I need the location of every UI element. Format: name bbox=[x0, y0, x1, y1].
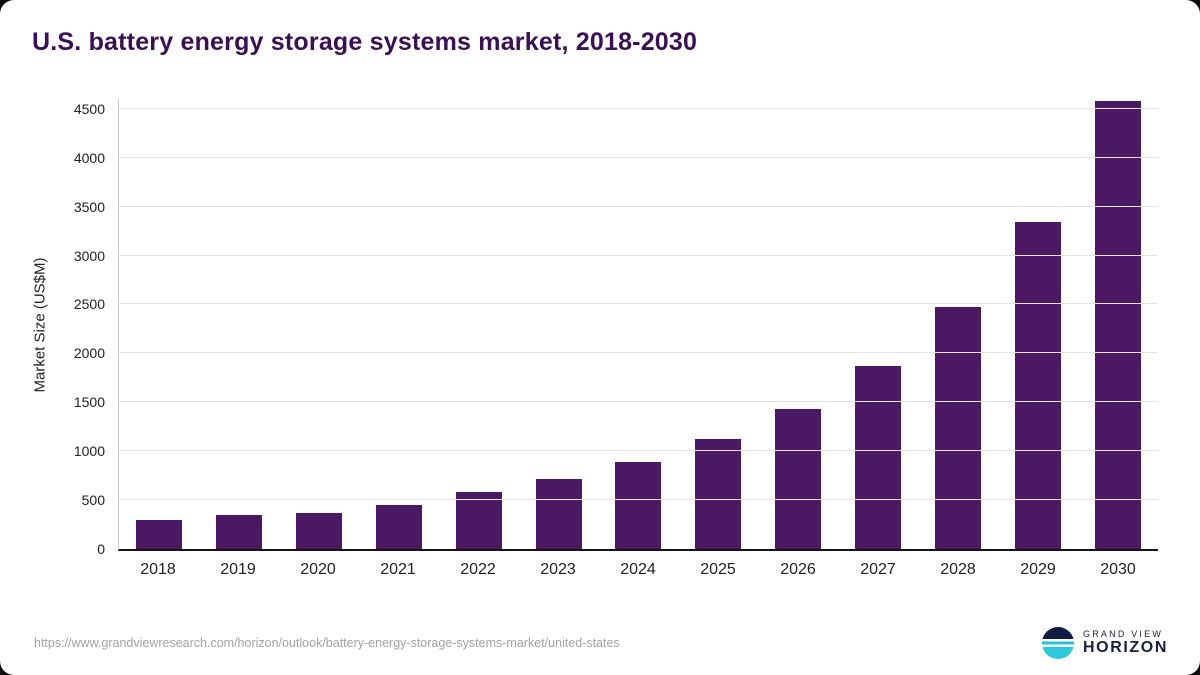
y-tick-label-2000: 2000 bbox=[73, 345, 105, 362]
y-tick-label-4500: 4500 bbox=[73, 100, 105, 117]
logo-horizon: HORIZON bbox=[1083, 638, 1168, 656]
bar-slot-2027 bbox=[838, 99, 918, 549]
bar-2024 bbox=[615, 462, 662, 549]
brand-logo: GRAND VIEW HORIZON bbox=[1042, 627, 1168, 659]
y-tick-label-500: 500 bbox=[81, 492, 105, 509]
y-tick-label-3500: 3500 bbox=[73, 198, 105, 215]
x-tick-label-2020: 2020 bbox=[300, 561, 336, 578]
x-tick-label-2022: 2022 bbox=[460, 561, 496, 578]
x-axis-labels: 2018 2019 2020 2021 2022 2023 2024 2025 2026 2027… bbox=[118, 561, 1158, 579]
gridline-4000 bbox=[119, 156, 1158, 158]
logo-text: GRAND VIEW HORIZON bbox=[1083, 629, 1168, 658]
bar-chart: Market Size (US$M) 0 500 1000 1500 2000 2500 3… bbox=[0, 99, 1200, 579]
y-tick-label-3000: 3000 bbox=[73, 247, 105, 264]
bar-2019 bbox=[215, 515, 262, 549]
x-tick-label-2019: 2019 bbox=[220, 561, 256, 578]
x-tick-label-2025: 2025 bbox=[700, 561, 736, 578]
bar-2026 bbox=[775, 409, 822, 549]
gridline-2500 bbox=[119, 303, 1158, 305]
logo-grand-view: GRAND VIEW bbox=[1083, 628, 1164, 639]
bar-2020 bbox=[295, 512, 342, 549]
y-tick-label-0: 0 bbox=[97, 541, 105, 557]
y-tick-label-4000: 4000 bbox=[73, 149, 105, 166]
horizon-logo-icon bbox=[1042, 627, 1075, 659]
gridline-500 bbox=[119, 499, 1158, 501]
y-tick-label-2500: 2500 bbox=[73, 296, 105, 313]
bar-slot-2023 bbox=[519, 99, 599, 549]
bar-series bbox=[119, 99, 1158, 549]
x-tick-label-2021: 2021 bbox=[380, 561, 416, 578]
y-tick-label-1500: 1500 bbox=[73, 394, 105, 411]
bar-slot-2018 bbox=[119, 99, 199, 549]
bar-2023 bbox=[535, 479, 582, 549]
chart-title: U.S. battery energy storage systems mark… bbox=[32, 28, 698, 56]
bar-slot-2026 bbox=[758, 99, 838, 549]
footer: https://www.grandviewresearch.com/horizo… bbox=[0, 627, 1200, 659]
x-tick-label-2027: 2027 bbox=[860, 561, 896, 578]
bar-slot-2019 bbox=[199, 99, 279, 549]
bar-slot-2020 bbox=[279, 99, 359, 549]
bar-2028 bbox=[935, 307, 982, 549]
y-tick-label-1000: 1000 bbox=[73, 443, 105, 460]
bar-2027 bbox=[855, 366, 902, 549]
x-tick-label-2023: 2023 bbox=[540, 561, 576, 578]
bar-2030 bbox=[1095, 100, 1142, 549]
plot-area: 0 500 1000 1500 2000 2500 3000 3500 4000 4500 bbox=[74, 99, 1158, 557]
gridline-2000 bbox=[119, 352, 1158, 354]
gridline-1500 bbox=[119, 401, 1158, 403]
x-tick-label-2018: 2018 bbox=[140, 561, 176, 578]
source-url: https://www.grandviewresearch.com/horizo… bbox=[34, 636, 620, 650]
bar-2025 bbox=[695, 439, 742, 549]
bar-slot-2029 bbox=[998, 99, 1078, 549]
bar-slot-2030 bbox=[1078, 99, 1158, 549]
x-tick-label-2030: 2030 bbox=[1100, 561, 1136, 578]
gridline-3000 bbox=[119, 254, 1158, 256]
x-tick-label-2028: 2028 bbox=[940, 561, 976, 578]
x-tick-label-2024: 2024 bbox=[620, 561, 656, 578]
bar-2018 bbox=[135, 519, 182, 549]
gridline-3500 bbox=[119, 205, 1158, 207]
bar-2029 bbox=[1015, 222, 1062, 549]
bar-2022 bbox=[455, 492, 502, 549]
bar-slot-2021 bbox=[359, 99, 439, 549]
bar-2021 bbox=[375, 504, 422, 549]
bar-slot-2028 bbox=[918, 99, 998, 549]
x-tick-label-2029: 2029 bbox=[1020, 561, 1056, 578]
bar-slot-2022 bbox=[439, 99, 519, 549]
bar-slot-2025 bbox=[678, 99, 758, 549]
gridline-1000 bbox=[119, 450, 1158, 452]
bar-slot-2024 bbox=[599, 99, 679, 549]
gridline-4500 bbox=[119, 107, 1158, 109]
x-tick-label-2026: 2026 bbox=[780, 561, 816, 578]
